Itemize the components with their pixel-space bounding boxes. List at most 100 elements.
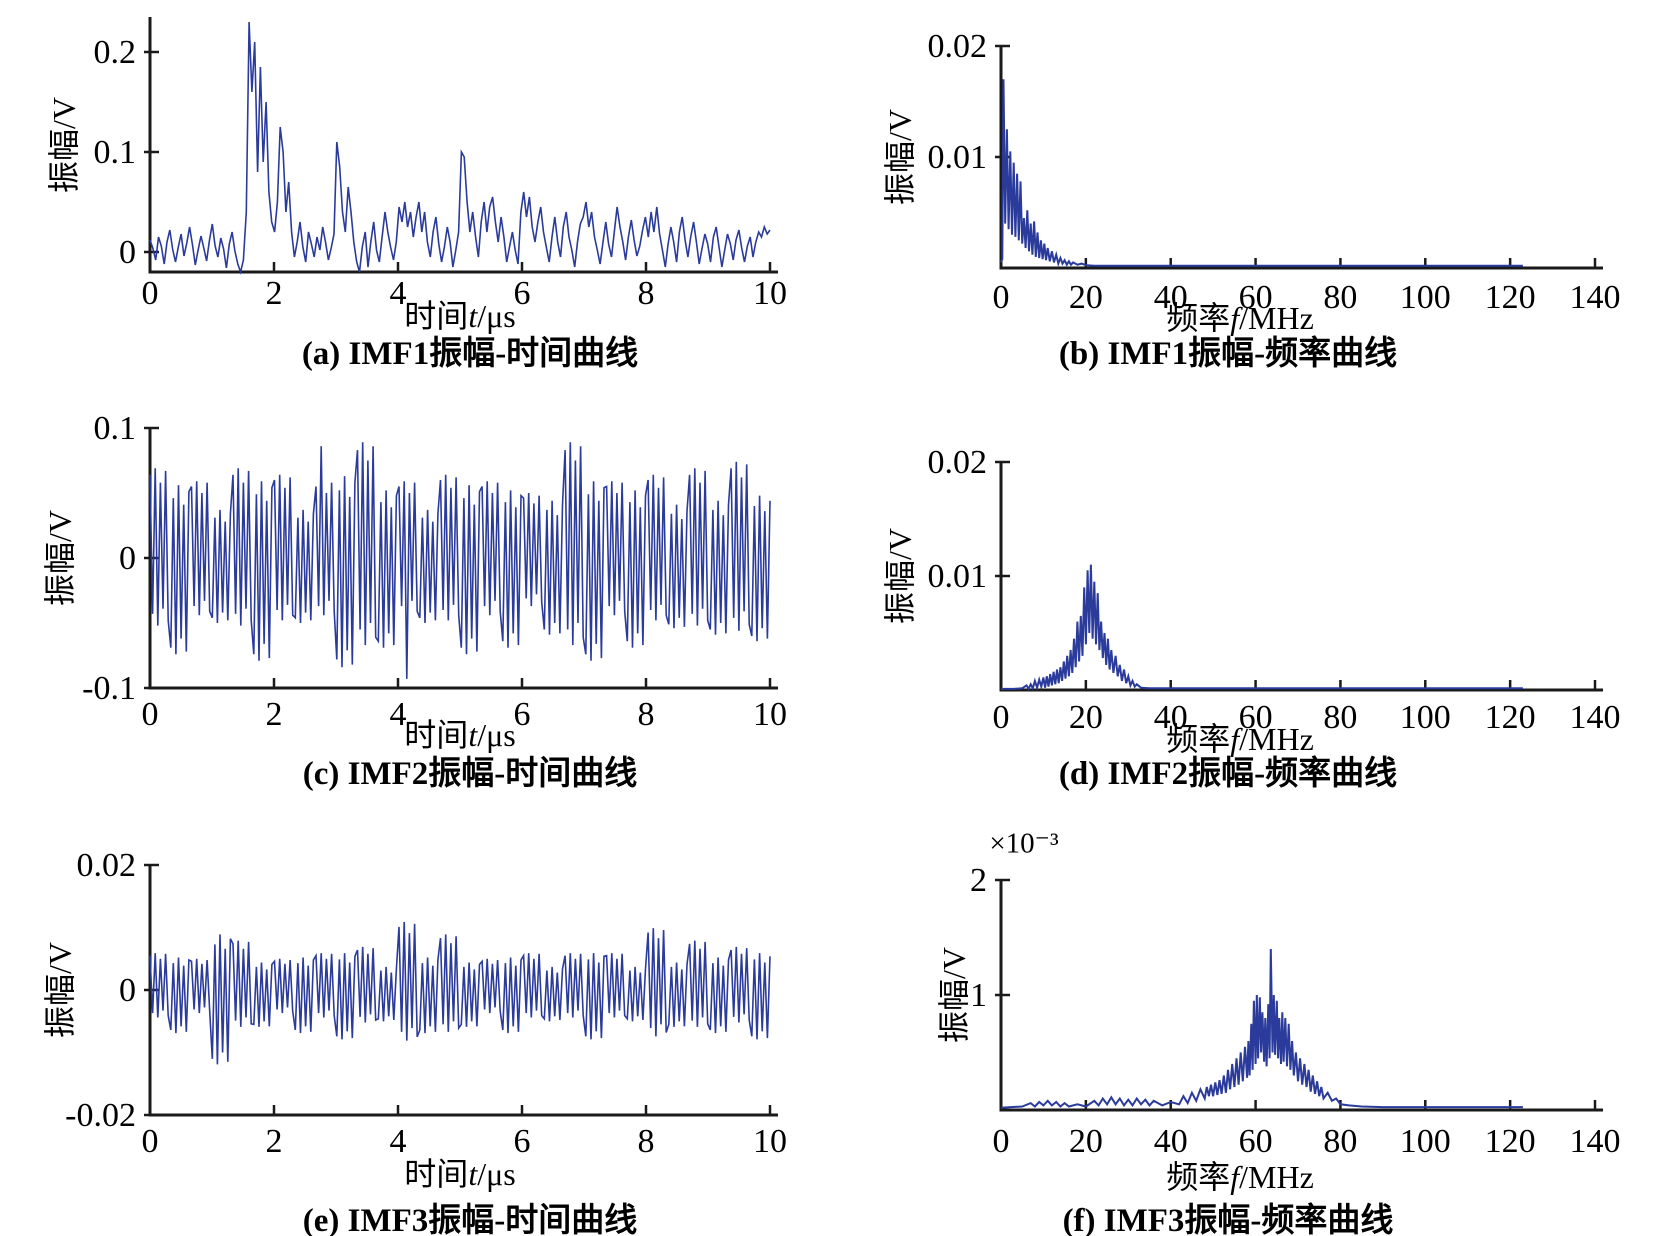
chart-d-x-tick-label: 40 [1154, 699, 1188, 736]
chart-b-y-tick-label: 0.02 [928, 28, 988, 65]
chart-b-x-tick-label: 40 [1154, 279, 1188, 316]
chart-c-y-tick-label: 0.1 [94, 410, 137, 447]
y-axis-label-a: 振幅/V [46, 96, 82, 194]
y-axis-label-f: 振幅/V [936, 946, 972, 1044]
chart-b-x-tick-label: 20 [1069, 279, 1103, 316]
chart-d-x-tick-label: 80 [1323, 699, 1357, 736]
chart-d-y-tick-label: 0.02 [928, 444, 988, 481]
x-axis-label-a: 时间t/μs [404, 291, 515, 337]
chart-d-x-tick-label: 140 [1570, 699, 1621, 736]
chart-b-x-tick-label: 80 [1323, 279, 1357, 316]
x-label-prefix: 频率 [1166, 1159, 1231, 1195]
chart-e-y-tick-label: -0.02 [65, 1097, 136, 1134]
x-label-variable: t [468, 298, 478, 334]
x-label-prefix: 时间 [404, 717, 469, 753]
chart-a-y-tick-label: 0.1 [94, 134, 137, 171]
chart-b-x-tick-label: 140 [1570, 279, 1621, 316]
x-axis-label-e: 时间t/μs [404, 1149, 515, 1195]
chart-f-y-tick-label: 2 [970, 862, 987, 899]
chart-c-x-tick-label: 10 [753, 696, 787, 733]
x-label-unit: /μs [477, 717, 516, 753]
chart-a-x-tick-label: 10 [753, 275, 787, 312]
caption-a: (a) IMF1振幅-时间曲线 [301, 336, 639, 372]
caption-e: (e) IMF3振幅-时间曲线 [302, 1203, 638, 1236]
chart-e-x-tick-label: 4 [390, 1123, 407, 1160]
x-label-prefix: 时间 [404, 1156, 469, 1192]
chart-a-x-tick-label: 2 [266, 275, 283, 312]
y-axis-label-e: 振幅/V [42, 941, 78, 1039]
chart-b-x-tick-label: 100 [1400, 279, 1451, 316]
chart-d-x-tick-label: 100 [1400, 699, 1451, 736]
chart-e-x-tick-label: 2 [266, 1123, 283, 1160]
y-axis-label-c: 振幅/V [42, 509, 78, 607]
chart-d-x-tick-label: 20 [1069, 699, 1103, 736]
chart-b-x-tick-label: 0 [993, 279, 1010, 316]
x-axis-label-d: 频率f/MHz [1166, 714, 1314, 760]
chart-e-y-tick-label: 0 [119, 972, 136, 1009]
x-label-prefix: 时间 [404, 298, 469, 334]
x-label-unit: /μs [477, 298, 516, 334]
chart-d-x-tick-label: 60 [1239, 699, 1273, 736]
chart-d-x-tick-label: 0 [993, 699, 1010, 736]
chart-f-x-tick-label: 100 [1400, 1123, 1451, 1160]
chart-a-x-tick-label: 6 [514, 275, 531, 312]
chart-b-x-tick-label: 60 [1239, 279, 1273, 316]
chart-b-series [1000, 79, 1523, 268]
caption-b: (b) IMF1振幅-频率曲线 [1058, 336, 1398, 372]
chart-c-x-tick-label: 4 [390, 696, 407, 733]
caption-c: (c) IMF2振幅-时间曲线 [302, 756, 638, 792]
chart-b-x-tick-label: 120 [1485, 279, 1536, 316]
chart-c-series [149, 442, 771, 679]
chart-f-x-tick-label: 20 [1069, 1123, 1103, 1160]
x-label-variable: t [468, 717, 478, 753]
y-axis-multiplier-label: ×10⁻³ [989, 827, 1059, 860]
chart-b-y-tick-label: 0.01 [928, 139, 988, 176]
y-axis-label-d: 振幅/V [882, 527, 918, 625]
x-label-unit: /MHz [1239, 1159, 1314, 1195]
chart-c-x-tick-label: 8 [638, 696, 655, 733]
x-label-variable: t [468, 1156, 478, 1192]
x-label-variable: f [1230, 1159, 1240, 1195]
chart-e-x-tick-label: 8 [638, 1123, 655, 1160]
caption-d: (d) IMF2振幅-频率曲线 [1058, 756, 1398, 792]
chart-d-y-tick-label: 0.01 [928, 558, 988, 595]
chart-e-x-tick-label: 6 [514, 1123, 531, 1160]
chart-a-x-tick-label: 0 [142, 275, 159, 312]
chart-f-x-tick-label: 0 [993, 1123, 1010, 1160]
chart-c-x-tick-label: 6 [514, 696, 531, 733]
chart-c-y-tick-label: -0.1 [82, 670, 136, 707]
chart-a-y-tick-label: 0.2 [94, 34, 137, 71]
x-label-unit: /MHz [1239, 300, 1314, 336]
chart-a-x-tick-label: 8 [638, 275, 655, 312]
chart-f-series [1000, 948, 1523, 1109]
chart-e-series [149, 921, 771, 1065]
x-axis-label-c: 时间t/μs [404, 710, 515, 756]
chart-a-series [149, 21, 771, 275]
x-label-variable: f [1230, 721, 1240, 757]
chart-e-x-tick-label: 10 [753, 1123, 787, 1160]
chart-d-series [1001, 564, 1523, 692]
chart-c-y-tick-label: 0 [119, 540, 136, 577]
chart-f-x-tick-label: 120 [1485, 1123, 1536, 1160]
x-axis-label-f: 频率f/MHz [1166, 1152, 1314, 1198]
x-axis-label-b: 频率f/MHz [1166, 293, 1314, 339]
x-label-unit: /MHz [1239, 721, 1314, 757]
chart-a-y-tick-label: 0 [119, 234, 136, 271]
chart-d-x-tick-label: 120 [1485, 699, 1536, 736]
caption-f: (f) IMF3振幅-频率曲线 [1062, 1203, 1394, 1236]
y-axis-label-b: 振幅/V [882, 108, 918, 206]
chart-f-x-tick-label: 40 [1154, 1123, 1188, 1160]
x-label-prefix: 频率 [1166, 300, 1231, 336]
chart-f-x-tick-label: 60 [1239, 1123, 1273, 1160]
chart-f-x-tick-label: 80 [1323, 1123, 1357, 1160]
x-label-unit: /μs [477, 1156, 516, 1192]
chart-e-y-tick-label: 0.02 [77, 847, 137, 884]
x-label-variable: f [1230, 300, 1240, 336]
chart-c-x-tick-label: 0 [142, 696, 159, 733]
x-label-prefix: 频率 [1166, 721, 1231, 757]
chart-e-x-tick-label: 0 [142, 1123, 159, 1160]
chart-f-x-tick-label: 140 [1570, 1123, 1621, 1160]
chart-c-x-tick-label: 2 [266, 696, 283, 733]
